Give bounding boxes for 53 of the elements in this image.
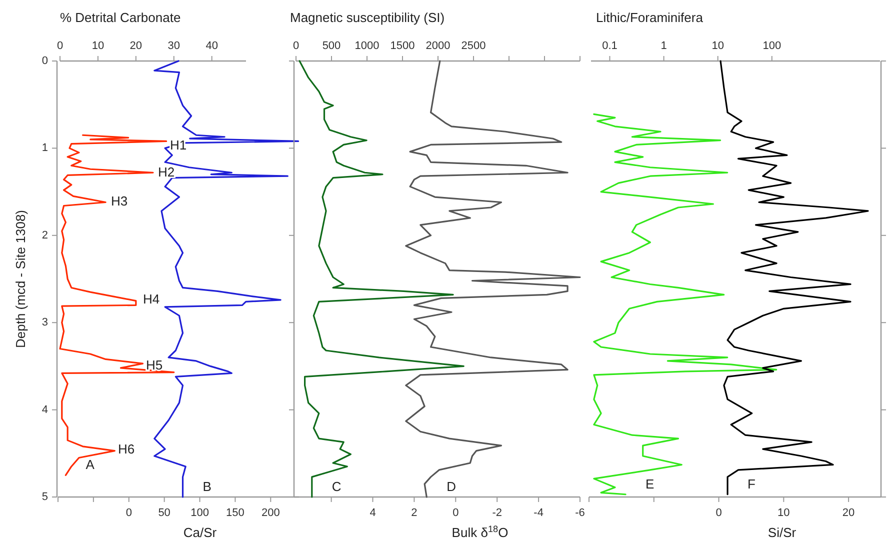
x2-axis-title: % Detrital Carbonate [60, 10, 181, 25]
x-axis-title: Si/Sr [768, 525, 797, 540]
x-tick-label: 2 [411, 507, 418, 520]
x-tick-label: 100 [190, 507, 209, 520]
x-axis-title: Ca/Sr [183, 525, 218, 540]
y-tick-label: 1 [42, 142, 48, 154]
x2-tick-label: 0 [56, 40, 64, 52]
annotation: H3 [111, 194, 128, 208]
x-tick-label: 10 [778, 507, 790, 520]
y-tick-label: 4 [42, 404, 48, 416]
y-tick-label: 0 [42, 55, 48, 67]
x-tick-label: 50 [158, 507, 170, 520]
x2-tick-label: 30 [168, 40, 180, 52]
x-tick-label: 0 [452, 507, 459, 520]
x-tick-label: 20 [842, 507, 855, 520]
x2-tick-label: 2000 [426, 40, 450, 52]
y-axis-title: Depth (mcd - Site 1308) [13, 210, 28, 348]
x-tick-label: 0 [126, 507, 132, 520]
x-tick-label: -6 [575, 507, 585, 520]
x-tick-label: -2 [492, 507, 502, 520]
series-label: A [86, 457, 95, 472]
x2-tick-label: 100 [762, 40, 782, 52]
annotation: H4 [143, 292, 160, 306]
y-tick-label: 2 [42, 229, 48, 242]
x2-tick-label: 40 [206, 40, 218, 52]
annotation: H2 [158, 164, 175, 180]
series-label: E [646, 476, 655, 492]
series-label: B [202, 479, 212, 494]
annotation: H5 [146, 358, 163, 372]
x2-tick-label: 1000 [354, 40, 380, 52]
series-label: C [332, 479, 342, 494]
series-label: D [446, 479, 456, 494]
x2-axis-title: Lithic/Foraminifera [596, 10, 704, 25]
x2-tick-label: 20 [130, 40, 142, 52]
x2-tick-label: 10 [92, 40, 104, 52]
x2-tick-label: 0 [292, 40, 300, 52]
x-tick-label: 0 [716, 507, 722, 520]
x2-tick-label: 1500 [390, 40, 415, 52]
x-axis-title: Bulk δ$^{18}$O [452, 524, 508, 540]
x2-tick-label: 2500 [461, 40, 486, 52]
x-tick-label: 200 [261, 507, 280, 520]
x-tick-label: -4 [534, 507, 544, 520]
y-tick-label: 5 [42, 491, 48, 503]
series-label: F [748, 476, 756, 492]
x2-tick-label: 500 [322, 40, 341, 52]
x2-tick-label: 10 [712, 40, 724, 52]
x2-axis-title: Magnetic susceptibility (SI) [290, 10, 445, 25]
x2-tick-label: 1 [660, 40, 667, 52]
x-tick-label: 150 [226, 507, 244, 520]
annotation: H6 [118, 442, 135, 456]
y-tick-label: 3 [42, 316, 48, 329]
x2-tick-label: 0.1 [602, 40, 618, 52]
x-tick-label: 4 [370, 507, 376, 520]
